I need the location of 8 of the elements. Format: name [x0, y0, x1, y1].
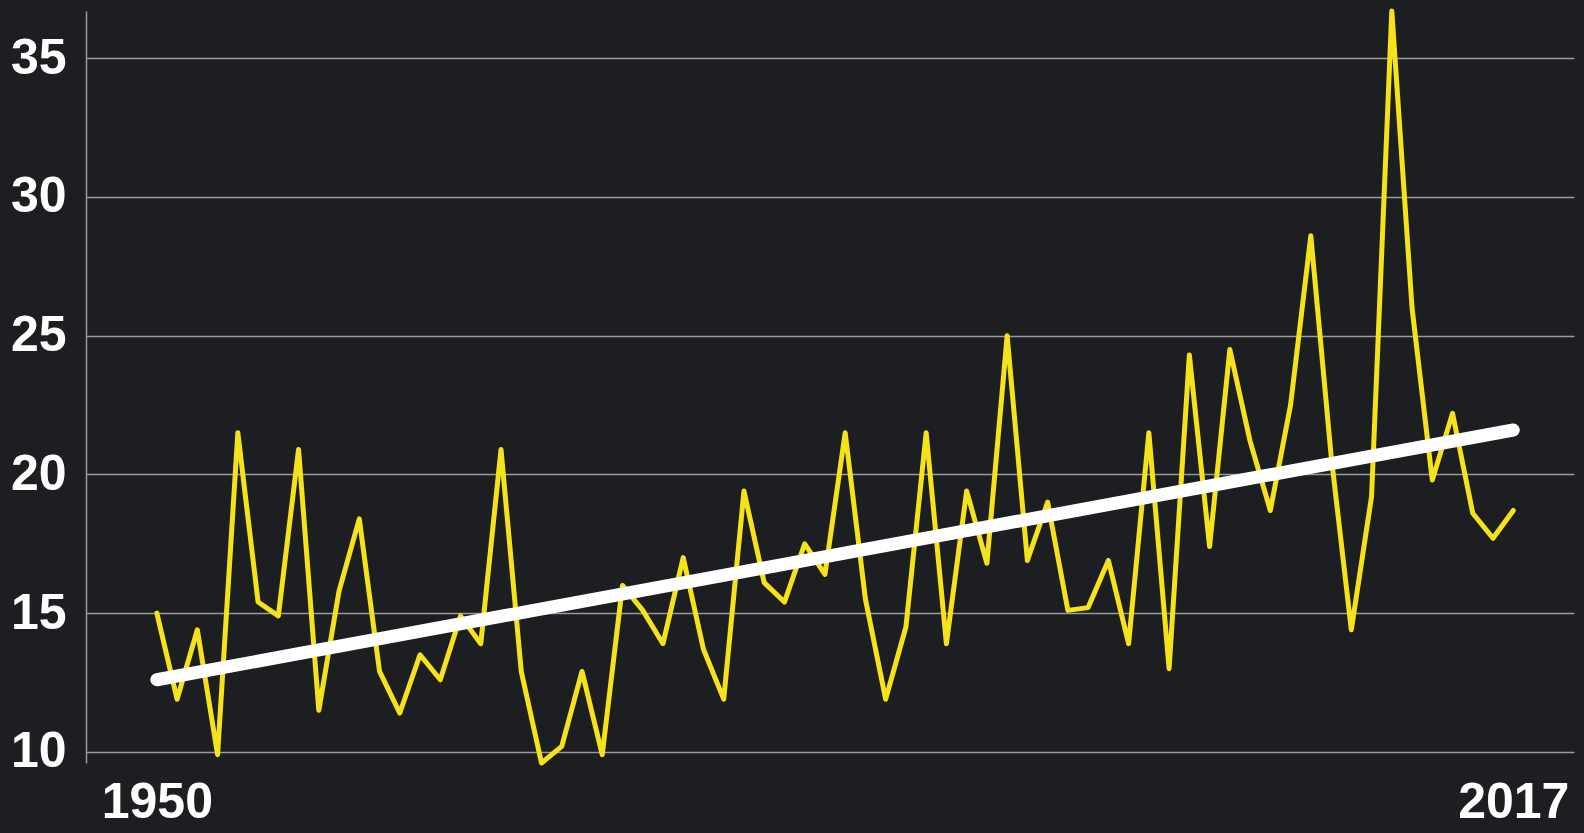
- y-tick-label: 10: [10, 722, 67, 779]
- x-tick-label: 2017: [1458, 772, 1570, 829]
- y-tick-label: 35: [10, 28, 67, 85]
- y-tick-label: 25: [10, 306, 67, 363]
- y-tick-label: 30: [10, 167, 67, 224]
- x-tick-label: 1950: [101, 772, 213, 829]
- y-tick-label: 20: [10, 444, 67, 501]
- y-tick-label: 15: [10, 583, 67, 640]
